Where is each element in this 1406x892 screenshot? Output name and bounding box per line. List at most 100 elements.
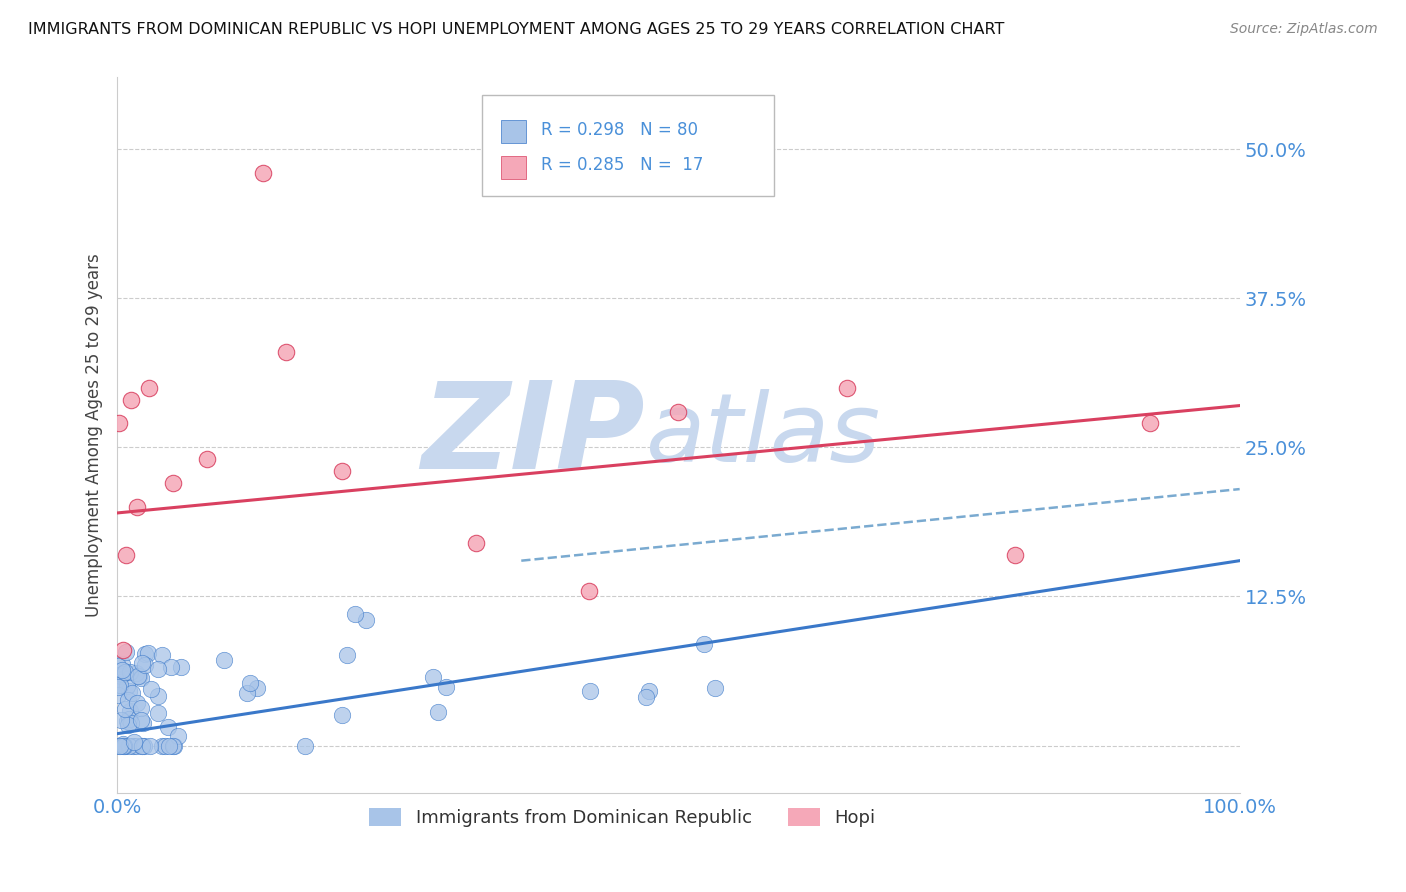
Point [162,476,184,491]
Point [163,739,186,753]
Point [693,636,716,650]
FancyBboxPatch shape [501,156,526,179]
Point [131,716,153,731]
Point [114,739,136,753]
Point [159,660,181,674]
Point [638,684,661,698]
Point [330,708,353,723]
Point [146,690,169,704]
Point [118,684,141,698]
Point [107,739,129,753]
Point [120,704,142,718]
Point [336,648,359,662]
Point [139,739,162,753]
Point [110,663,132,677]
Point [131,739,153,753]
Point [118,712,141,726]
Point [125,696,148,710]
Point [578,684,600,698]
Legend: Immigrants from Dominican Republic, Hopi: Immigrants from Dominican Republic, Hopi [361,801,883,834]
Point [131,739,153,753]
Point [127,668,149,682]
Point [107,672,129,686]
Point [170,660,193,674]
Point [117,717,139,731]
Point [252,166,274,180]
Text: ZIP: ZIP [420,377,645,494]
Text: IMMIGRANTS FROM DOMINICAN REPUBLIC VS HOPI UNEMPLOYMENT AMONG AGES 25 TO 29 YEAR: IMMIGRANTS FROM DOMINICAN REPUBLIC VS HO… [28,22,1004,37]
FancyBboxPatch shape [482,95,773,195]
Point [115,714,138,728]
Point [146,662,169,676]
Point [434,680,457,694]
Point [115,548,138,562]
Point [134,647,156,661]
Point [117,679,139,693]
Point [129,671,152,685]
Point [634,690,657,704]
Point [111,739,134,753]
Point [120,716,142,731]
Point [150,648,173,662]
Point [330,464,353,478]
Text: atlas: atlas [645,389,880,482]
Point [134,657,156,672]
Point [246,681,269,695]
FancyBboxPatch shape [501,120,526,144]
Point [129,701,152,715]
Point [108,678,131,692]
Point [212,653,235,667]
Point [422,670,444,684]
Point [668,404,690,418]
Point [465,535,488,549]
Point [114,665,136,679]
Point [146,706,169,720]
Point [294,739,316,753]
Point [150,739,173,753]
Point [110,667,132,681]
Point [134,739,156,753]
Point [1139,417,1161,431]
Point [107,688,129,702]
Y-axis label: Unemployment Among Ages 25 to 29 years: Unemployment Among Ages 25 to 29 years [86,253,103,617]
Point [354,613,377,627]
Point [139,681,162,696]
Point [108,417,131,431]
Point [125,666,148,681]
Point [703,681,725,696]
Point [114,702,136,716]
Point [125,739,148,753]
Point [136,646,159,660]
Point [107,659,129,673]
Point [138,381,160,395]
Point [131,656,153,670]
Point [427,706,450,720]
Point [167,729,190,743]
Point [157,739,180,753]
Point [121,686,143,700]
Text: R = 0.285   N =  17: R = 0.285 N = 17 [541,156,704,175]
Point [110,669,132,683]
Text: Source: ZipAtlas.com: Source: ZipAtlas.com [1230,22,1378,37]
Point [108,739,131,753]
Point [274,344,297,359]
Point [115,645,138,659]
Point [107,680,129,694]
Point [120,392,142,407]
Point [111,737,134,751]
Point [122,735,145,749]
Point [128,669,150,683]
Point [129,713,152,727]
Point [111,643,134,657]
Point [156,720,179,734]
Point [112,739,135,753]
Point [117,739,139,753]
Point [578,583,600,598]
Point [118,665,141,679]
Point [835,381,858,395]
Point [155,739,177,753]
Point [117,693,139,707]
Point [344,607,367,622]
Point [239,676,262,690]
Point [195,452,218,467]
